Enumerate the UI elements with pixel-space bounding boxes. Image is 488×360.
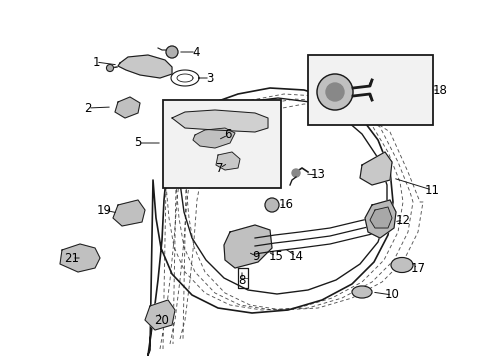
Text: 19: 19 bbox=[96, 203, 111, 216]
Text: 21: 21 bbox=[64, 252, 80, 265]
Text: 11: 11 bbox=[424, 184, 439, 197]
Polygon shape bbox=[193, 128, 235, 148]
Text: 18: 18 bbox=[432, 84, 447, 96]
Text: 10: 10 bbox=[384, 288, 399, 302]
Ellipse shape bbox=[351, 286, 371, 298]
Text: 4: 4 bbox=[192, 45, 199, 58]
Polygon shape bbox=[224, 225, 271, 268]
Text: 14: 14 bbox=[288, 249, 303, 262]
Polygon shape bbox=[216, 152, 240, 170]
Circle shape bbox=[106, 64, 113, 72]
Polygon shape bbox=[118, 55, 172, 78]
Ellipse shape bbox=[390, 257, 412, 273]
Text: 3: 3 bbox=[206, 72, 213, 85]
Text: 5: 5 bbox=[134, 136, 142, 149]
Bar bbox=[307, 55, 432, 125]
Text: 6: 6 bbox=[224, 129, 231, 141]
Circle shape bbox=[316, 74, 352, 110]
Polygon shape bbox=[364, 200, 395, 238]
Text: 17: 17 bbox=[409, 261, 425, 274]
Polygon shape bbox=[359, 152, 391, 185]
Text: 2: 2 bbox=[84, 102, 92, 114]
Text: 7: 7 bbox=[216, 162, 224, 175]
Circle shape bbox=[325, 83, 343, 101]
Text: 15: 15 bbox=[268, 249, 283, 262]
Polygon shape bbox=[369, 207, 391, 228]
Text: 20: 20 bbox=[154, 314, 169, 327]
Polygon shape bbox=[60, 244, 100, 272]
Circle shape bbox=[165, 46, 178, 58]
Polygon shape bbox=[115, 97, 140, 118]
Text: 12: 12 bbox=[395, 213, 409, 226]
Text: 16: 16 bbox=[278, 198, 293, 211]
Text: 1: 1 bbox=[92, 55, 100, 68]
Polygon shape bbox=[172, 110, 267, 132]
Circle shape bbox=[264, 198, 279, 212]
Bar bbox=[163, 100, 281, 188]
Text: 9: 9 bbox=[252, 249, 259, 262]
Polygon shape bbox=[113, 200, 145, 226]
Circle shape bbox=[291, 169, 299, 177]
Text: 13: 13 bbox=[310, 168, 325, 181]
Text: 8: 8 bbox=[238, 274, 245, 287]
Polygon shape bbox=[145, 300, 175, 330]
